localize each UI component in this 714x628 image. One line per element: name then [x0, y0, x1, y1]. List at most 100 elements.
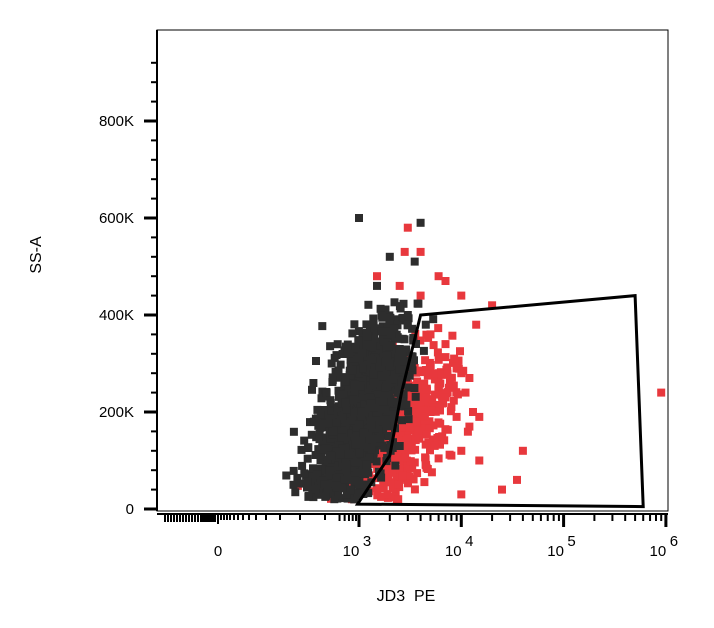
data-point [395, 456, 404, 465]
data-point [327, 407, 336, 416]
data-point [350, 384, 359, 393]
data-point [457, 291, 466, 300]
data-point [324, 471, 333, 480]
data-point [335, 474, 343, 483]
data-point [347, 420, 356, 429]
data-point [312, 357, 320, 365]
data-point [387, 492, 396, 501]
data-point [369, 314, 378, 323]
data-point [310, 417, 319, 426]
data-point [355, 449, 364, 458]
data-point [332, 447, 341, 456]
data-point [374, 390, 383, 399]
data-point [347, 446, 356, 454]
data-point [334, 366, 343, 375]
data-point [309, 464, 317, 473]
data-point [333, 340, 342, 349]
data-point [398, 351, 407, 360]
x-tick-exponent: 3 [363, 533, 371, 550]
data-point [323, 484, 332, 493]
data-point [443, 363, 452, 372]
data-point [354, 327, 363, 336]
data-point [298, 461, 307, 470]
data-point [370, 378, 379, 387]
data-point [657, 388, 666, 397]
data-point [353, 376, 362, 385]
data-point [403, 311, 412, 319]
data-point [341, 377, 350, 386]
data-point [355, 353, 364, 362]
data-point [369, 370, 378, 379]
data-point [354, 336, 363, 345]
data-point [421, 366, 430, 374]
data-point [375, 363, 384, 372]
y-tick-label: 600K [99, 210, 134, 227]
data-point [447, 451, 456, 460]
x-tick-exponent: 4 [465, 533, 473, 550]
data-point [289, 480, 298, 489]
data-point [300, 469, 309, 478]
data-point [406, 457, 415, 466]
data-point [416, 218, 425, 227]
data-point [349, 451, 358, 460]
data-point [411, 397, 420, 405]
data-point [434, 378, 443, 387]
data-point [318, 322, 327, 331]
data-point [379, 391, 388, 400]
data-point [297, 445, 306, 454]
data-point [416, 402, 425, 410]
gate-polygon[interactable] [354, 293, 645, 509]
data-point [394, 480, 403, 489]
data-point [445, 377, 454, 385]
data-point [449, 381, 458, 390]
data-point [362, 338, 371, 347]
data-point [366, 399, 375, 408]
data-point [411, 392, 420, 401]
data-point [377, 417, 386, 426]
data-point [391, 333, 400, 341]
y-axis: 0 200K 400K 600K 800K [99, 30, 158, 518]
data-point [362, 460, 371, 469]
data-point [367, 421, 376, 429]
data-point [403, 223, 412, 232]
data-point [441, 340, 450, 349]
data-point [420, 478, 429, 487]
data-point [381, 305, 390, 314]
data-point [377, 327, 386, 336]
data-point [398, 397, 407, 406]
data-point [335, 390, 344, 399]
data-point [376, 356, 385, 365]
data-point [344, 450, 353, 459]
data-point [411, 436, 420, 445]
data-point [442, 389, 451, 398]
data-point [385, 342, 393, 351]
data-point [394, 388, 402, 397]
data-point [370, 403, 378, 412]
data-point [454, 356, 463, 365]
x-tick-exponent: 6 [670, 533, 678, 550]
data-point [364, 489, 373, 498]
data-point [465, 374, 474, 382]
data-point [457, 446, 466, 455]
data-point [441, 393, 450, 402]
data-point [311, 485, 320, 493]
data-point [368, 341, 377, 350]
data-point [396, 380, 405, 389]
data-point [404, 415, 413, 424]
data-point [426, 446, 434, 455]
data-point [356, 469, 364, 478]
y-tick-label: 400K [99, 307, 134, 324]
data-point [303, 477, 312, 486]
data-point [388, 467, 397, 475]
data-point [346, 371, 355, 380]
data-point [457, 369, 466, 378]
data-point [346, 485, 355, 494]
data-point [366, 412, 375, 421]
data-point [426, 330, 435, 339]
data-point [387, 421, 396, 430]
data-point [324, 419, 332, 428]
data-point [453, 390, 462, 399]
data-point [326, 342, 335, 351]
data-point [424, 438, 433, 447]
data-point [396, 428, 405, 437]
